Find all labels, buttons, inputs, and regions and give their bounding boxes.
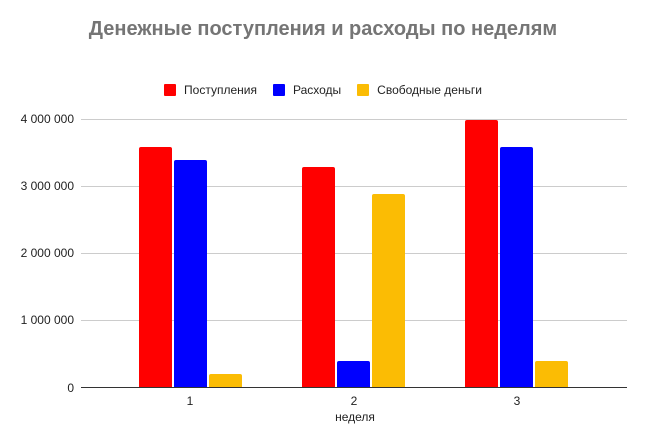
bar-expenses-week-3[interactable] <box>500 147 533 387</box>
legend-label: Расходы <box>292 83 342 97</box>
legend-swatch-red-icon <box>164 84 177 96</box>
bar-free-money-week-3[interactable] <box>535 361 568 387</box>
legend-label: Поступления <box>184 83 257 97</box>
bar-free-money-week-2[interactable] <box>372 194 405 387</box>
legend-label: Свободные деньги <box>377 83 482 97</box>
y-tick-label: 0 <box>67 381 74 395</box>
gridline-2m <box>81 253 627 254</box>
x-tick-label: 3 <box>513 394 521 408</box>
gridline-1m <box>81 320 627 321</box>
x-axis-line <box>81 387 627 388</box>
bar-income-week-2[interactable] <box>302 167 335 387</box>
chart-legend: Поступления Расходы Свободные деньги <box>0 83 646 97</box>
gridline-4m <box>81 119 627 120</box>
bar-expenses-week-2[interactable] <box>337 361 370 387</box>
gridline-3m <box>81 186 627 187</box>
legend-item-expenses[interactable]: Расходы <box>272 83 342 97</box>
bar-income-week-3[interactable] <box>465 120 498 387</box>
y-tick-label: 4 000 000 <box>20 112 74 126</box>
y-tick-label: 1 000 000 <box>20 313 74 327</box>
legend-item-free-money[interactable]: Свободные деньги <box>357 83 482 97</box>
y-tick-label: 2 000 000 <box>20 246 74 260</box>
legend-item-income[interactable]: Поступления <box>164 83 257 97</box>
x-tick-label: 1 <box>186 394 194 408</box>
x-axis-title: неделя <box>335 410 375 424</box>
y-tick-label: 3 000 000 <box>20 179 74 193</box>
bar-expenses-week-1[interactable] <box>174 160 207 387</box>
legend-swatch-yellow-icon <box>357 84 370 96</box>
x-tick-label: 2 <box>350 394 358 408</box>
legend-swatch-blue-icon <box>272 84 285 96</box>
chart-title: Денежные поступления и расходы по неделя… <box>88 18 558 40</box>
bar-income-week-1[interactable] <box>139 147 172 387</box>
bar-free-money-week-1[interactable] <box>209 374 242 387</box>
